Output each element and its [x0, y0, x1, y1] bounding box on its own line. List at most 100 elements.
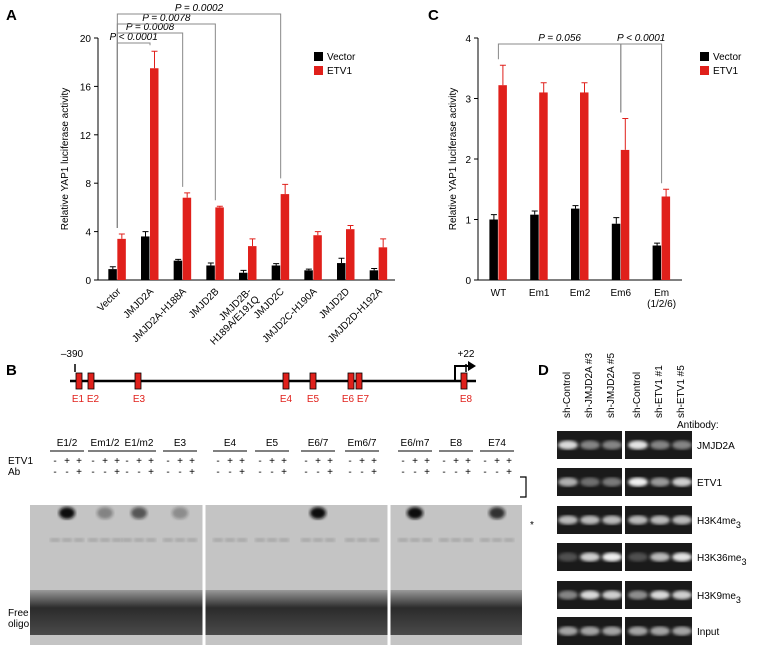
bar	[280, 194, 290, 280]
antibody-name: H3K36me	[697, 553, 742, 564]
ab-sign: -	[316, 467, 319, 478]
bar	[141, 236, 150, 280]
y-tick-label: 0	[465, 276, 471, 287]
etv1-sign: +	[506, 456, 512, 467]
lane-group-label: E8	[450, 438, 463, 449]
dna-band	[628, 590, 648, 600]
error-bar	[581, 82, 588, 93]
error-bar	[622, 117, 629, 150]
etv1-sign: +	[412, 456, 418, 467]
y-tick-label: 0	[85, 276, 91, 287]
dna-band	[558, 552, 578, 562]
shifted-band	[131, 507, 147, 519]
lane-group-label: E1/2	[57, 438, 78, 449]
bar	[206, 265, 215, 280]
error-bar	[175, 258, 182, 261]
ab-sign: +	[424, 467, 430, 478]
dna-band	[580, 590, 600, 600]
significance-bracket	[116, 13, 282, 229]
ab-sign: -	[216, 467, 219, 478]
etv1-sign: +	[102, 456, 108, 467]
ab-sign: -	[91, 467, 94, 478]
y-tick-label: 16	[80, 82, 92, 93]
antibody-label: H3K36me3	[697, 553, 746, 567]
etv1-sign: +	[136, 456, 142, 467]
nonspecific-band	[369, 538, 379, 542]
bar	[571, 208, 580, 280]
etv1-sign: +	[64, 456, 70, 467]
ab-sign: -	[454, 467, 457, 478]
lane-group-label: E5	[266, 438, 279, 449]
etv1-sign: +	[227, 456, 233, 467]
panel-label: A	[6, 7, 17, 24]
ab-sign: +	[189, 467, 195, 478]
ab-sign: -	[483, 467, 486, 478]
etv1-sign: +	[177, 456, 183, 467]
dna-band	[558, 477, 578, 487]
significance-bracket	[620, 43, 663, 184]
antibody-subscript: 3	[736, 595, 741, 605]
nonspecific-band	[255, 538, 265, 542]
y-axis-label: Relative YAP1 luciferase activity	[60, 88, 71, 230]
x-tick-label: WT	[491, 288, 507, 299]
ab-sign: -	[53, 467, 56, 478]
lane-group-label: E4	[224, 438, 237, 449]
binding-element	[355, 372, 363, 390]
ab-sign: -	[125, 467, 128, 478]
y-tick-label: 4	[85, 228, 91, 239]
nonspecific-band	[112, 538, 122, 542]
panel-label: B	[6, 362, 17, 379]
dna-band	[628, 552, 648, 562]
lane-group-label: E3	[174, 438, 187, 449]
dna-band	[650, 440, 670, 450]
ab-sign: -	[401, 467, 404, 478]
bar	[530, 214, 539, 280]
dna-band	[672, 515, 692, 525]
etv1-sign: +	[371, 456, 377, 467]
dna-band	[650, 552, 670, 562]
ab-sign: +	[239, 467, 245, 478]
antibody-name: H3K4me	[697, 516, 736, 527]
error-bar	[572, 205, 579, 209]
antibody-label: H3K4me3	[697, 516, 741, 530]
error-bar	[282, 183, 289, 195]
etv1-sign: +	[114, 456, 120, 467]
bar	[248, 246, 257, 280]
legend-swatch	[314, 66, 323, 75]
bar	[182, 197, 192, 280]
error-bar	[151, 50, 158, 69]
etv1-sign: -	[401, 456, 404, 467]
element-label: E4	[280, 394, 293, 405]
dna-band	[628, 440, 648, 450]
ab-sign: +	[281, 467, 287, 478]
antibody-heading: Antibody:	[677, 420, 719, 431]
p-value: P = 0.056	[538, 33, 581, 44]
bar	[580, 92, 589, 280]
nonspecific-band	[301, 538, 311, 542]
dna-band	[580, 626, 600, 636]
x-tick-label: Em2	[570, 288, 591, 299]
antibody-name: Input	[697, 627, 719, 638]
antibody-subscript: 3	[736, 520, 741, 530]
row-label: ETV1	[8, 456, 33, 467]
y-tick-label: 8	[85, 179, 91, 190]
nonspecific-band	[398, 538, 408, 542]
etv1-sign: +	[269, 456, 275, 467]
ab-sign: -	[166, 467, 169, 478]
etv1-sign: -	[53, 456, 56, 467]
element-label: E7	[357, 394, 370, 405]
error-bar	[207, 262, 214, 266]
legend-label: ETV1	[713, 66, 738, 77]
bar	[369, 270, 379, 280]
element-label: E5	[307, 394, 320, 405]
dna-band	[650, 477, 670, 487]
lane-group-label: Em6/7	[348, 438, 377, 449]
ab-sign: +	[148, 467, 154, 478]
bar	[173, 260, 183, 280]
nonspecific-band	[439, 538, 449, 542]
nonspecific-band	[451, 538, 461, 542]
error-bar	[371, 268, 378, 271]
p-value: P = 0.0078	[142, 13, 191, 24]
error-bar	[380, 238, 387, 248]
